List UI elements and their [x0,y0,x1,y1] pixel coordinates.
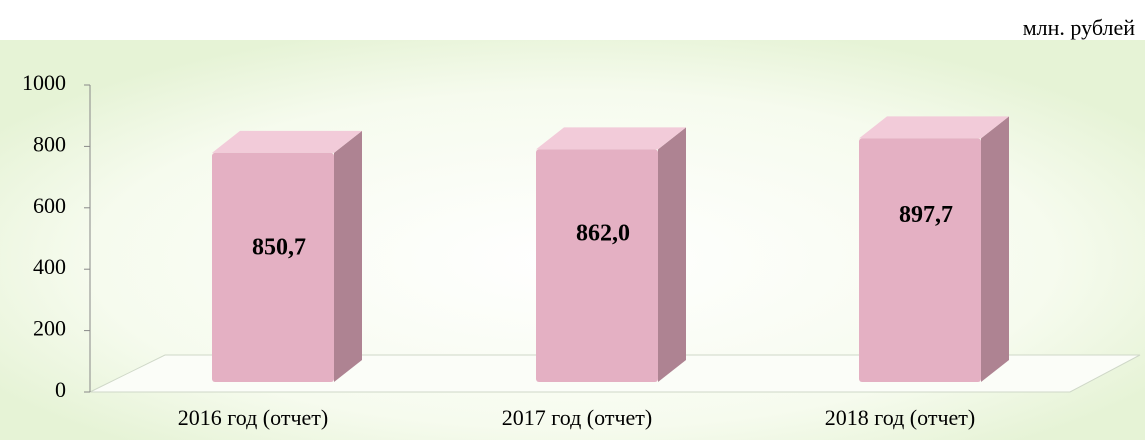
bar [859,138,981,382]
bar-top [212,130,362,153]
bar [212,152,334,382]
value-label: 850,7 [252,235,306,261]
x-tick-label: 2016 год (отчет) [178,405,328,430]
y-tick-label: 800 [33,131,66,156]
bar-top [536,127,686,150]
bar-side [334,130,362,382]
x-tick-label: 2018 год (отчет) [825,405,975,430]
bar [536,149,658,382]
y-tick-label: 0 [55,377,66,402]
bar-side [658,127,686,382]
y-tick-label: 1000 [22,70,66,95]
value-label: 897,7 [899,202,953,228]
value-label: 862,0 [576,221,630,247]
x-tick-label: 2017 год (отчет) [502,405,652,430]
bar-side [981,116,1009,382]
bar-top [859,116,1009,139]
y-tick-label: 400 [33,254,66,279]
unit-label: млн. рублей [1023,15,1135,40]
y-tick-label: 200 [33,316,66,341]
y-tick-label: 600 [33,193,66,218]
